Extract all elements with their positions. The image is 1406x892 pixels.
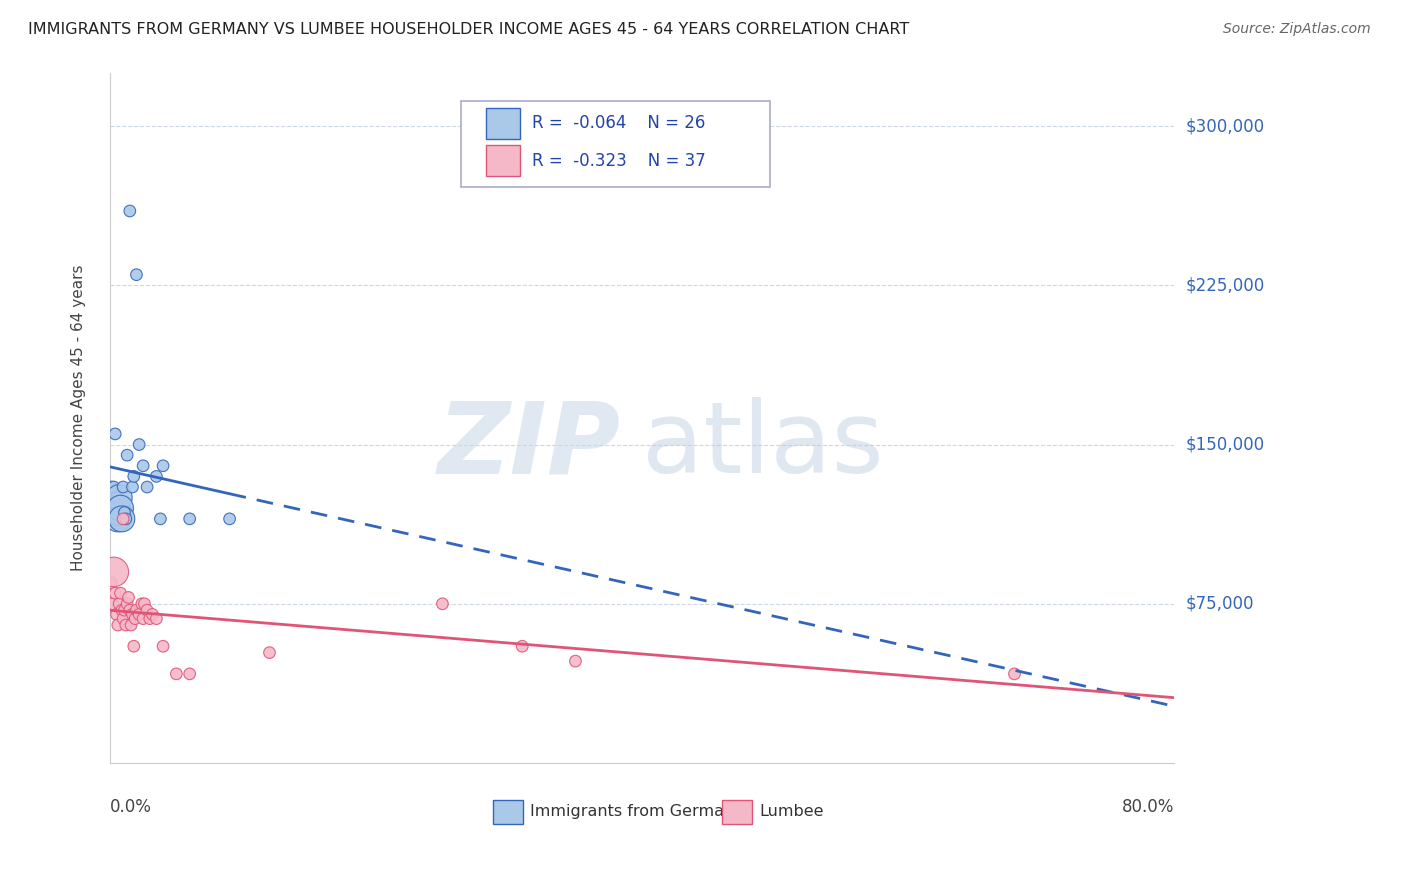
Text: atlas: atlas	[643, 397, 883, 494]
Point	[115, 597, 138, 611]
Point	[112, 512, 135, 526]
Point	[114, 603, 136, 617]
Point	[132, 458, 155, 473]
Text: $300,000: $300,000	[1185, 117, 1264, 135]
Point	[122, 469, 145, 483]
Point	[128, 607, 150, 622]
Point	[110, 586, 132, 600]
Point	[136, 480, 159, 494]
Point	[111, 512, 134, 526]
Point	[131, 597, 153, 611]
Point	[107, 512, 129, 526]
Point	[179, 666, 201, 681]
Bar	[494, 799, 523, 824]
Point	[114, 506, 136, 520]
Point	[112, 612, 135, 626]
Point	[1004, 666, 1026, 681]
Point	[124, 612, 146, 626]
Point	[100, 575, 122, 590]
Point	[115, 448, 138, 462]
Point	[118, 204, 141, 219]
Point	[145, 469, 167, 483]
Point	[125, 603, 148, 617]
Point	[122, 640, 145, 654]
Point	[117, 591, 139, 605]
Point	[145, 612, 167, 626]
Point	[136, 603, 159, 617]
Point	[101, 501, 124, 516]
Y-axis label: Householder Income Ages 45 - 64 years: Householder Income Ages 45 - 64 years	[72, 265, 86, 571]
Point	[141, 607, 163, 622]
Text: $150,000: $150,000	[1185, 435, 1264, 453]
Point	[120, 618, 142, 632]
Point	[114, 512, 136, 526]
Point	[510, 640, 533, 654]
Point	[125, 268, 148, 282]
Point	[108, 491, 131, 505]
Point	[108, 597, 131, 611]
Point	[103, 480, 125, 494]
Point	[110, 501, 132, 516]
Point	[134, 597, 156, 611]
Point	[104, 586, 127, 600]
Point	[259, 646, 281, 660]
FancyBboxPatch shape	[461, 101, 769, 186]
Point	[111, 603, 134, 617]
Point	[149, 512, 172, 526]
Text: Immigrants from Germany: Immigrants from Germany	[530, 804, 744, 819]
Text: 80.0%: 80.0%	[1122, 797, 1174, 815]
Text: $225,000: $225,000	[1185, 277, 1264, 294]
Point	[105, 607, 128, 622]
Point	[564, 654, 586, 668]
Text: Source: ZipAtlas.com: Source: ZipAtlas.com	[1223, 22, 1371, 37]
Text: IMMIGRANTS FROM GERMANY VS LUMBEE HOUSEHOLDER INCOME AGES 45 - 64 YEARS CORRELAT: IMMIGRANTS FROM GERMANY VS LUMBEE HOUSEH…	[28, 22, 910, 37]
Point	[107, 618, 129, 632]
Point	[104, 426, 127, 441]
Bar	[485, 108, 520, 139]
Point	[128, 437, 150, 451]
Point	[121, 480, 143, 494]
Point	[152, 640, 174, 654]
Point	[432, 597, 454, 611]
Point	[101, 597, 124, 611]
Point	[112, 480, 135, 494]
Bar	[721, 799, 752, 824]
Point	[165, 666, 187, 681]
Point	[139, 612, 162, 626]
Text: 0.0%: 0.0%	[110, 797, 152, 815]
Point	[100, 480, 122, 494]
Text: ZIP: ZIP	[437, 397, 620, 494]
Point	[218, 512, 240, 526]
Point	[152, 458, 174, 473]
Bar	[485, 145, 520, 176]
Text: R =  -0.064    N = 26: R = -0.064 N = 26	[533, 114, 706, 132]
Text: $75,000: $75,000	[1185, 595, 1254, 613]
Point	[114, 618, 136, 632]
Point	[118, 603, 141, 617]
Point	[132, 612, 155, 626]
Point	[179, 512, 201, 526]
Text: Lumbee: Lumbee	[759, 804, 824, 819]
Point	[108, 506, 131, 520]
Point	[103, 565, 125, 579]
Text: R =  -0.323    N = 37: R = -0.323 N = 37	[533, 152, 706, 169]
Point	[121, 607, 143, 622]
Point	[105, 491, 128, 505]
